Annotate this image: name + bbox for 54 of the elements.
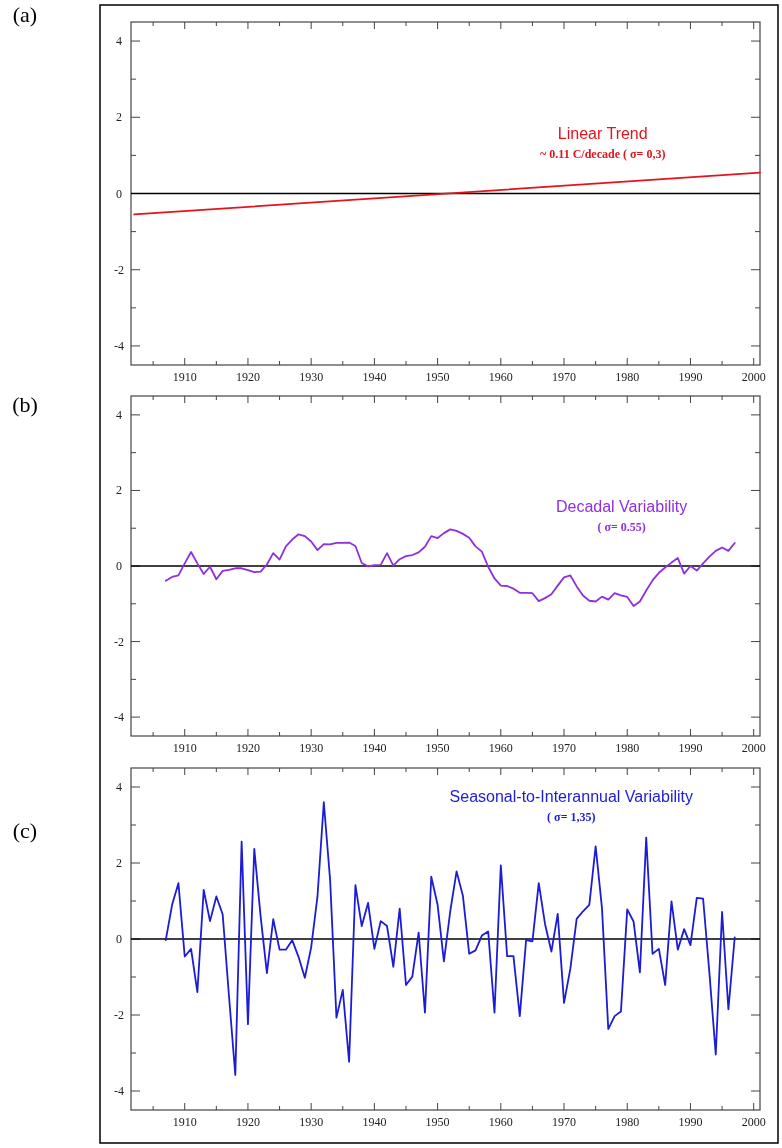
x-tick-label: 1950 <box>425 370 450 384</box>
x-tick-label: 1910 <box>172 370 197 384</box>
x-tick-label: 1980 <box>615 741 640 755</box>
annotation: ~ 0.11 C/decade ( σ= 0,3) <box>540 146 666 161</box>
y-tick-label: 4 <box>116 34 122 49</box>
y-tick-label: -2 <box>114 262 124 277</box>
y-tick-label: 0 <box>116 186 122 201</box>
y-tick-label: -2 <box>114 634 124 649</box>
x-tick-label: 1920 <box>235 1115 260 1129</box>
x-tick-label: 1950 <box>425 1115 450 1129</box>
x-tick-label: 1930 <box>299 370 324 384</box>
annotation: ( σ= 1,35) <box>547 810 596 825</box>
x-tick-label: 1920 <box>235 370 260 384</box>
x-tick-label: 1930 <box>299 741 324 755</box>
x-tick-label: 1960 <box>488 1115 513 1129</box>
x-tick-label: 1980 <box>615 370 640 384</box>
x-tick-label: 1940 <box>362 370 387 384</box>
y-tick-label: 0 <box>116 932 122 946</box>
y-tick-label: 0 <box>116 559 122 573</box>
x-tick-label: 1970 <box>552 741 577 755</box>
y-tick-label: 2 <box>116 483 122 498</box>
y-tick-label: 2 <box>116 856 122 870</box>
x-tick-label: 1980 <box>615 1115 640 1129</box>
x-tick-label: 1960 <box>488 741 513 755</box>
text: Linear Trend <box>557 124 648 142</box>
x-tick-label: 1970 <box>552 1115 577 1129</box>
text: Decadal Variability <box>555 497 688 515</box>
chart-title: (b) <box>12 392 38 417</box>
y-tick-label: 4 <box>116 407 122 422</box>
y-tick-label: 2 <box>116 110 122 125</box>
x-tick-label: 1990 <box>678 741 703 755</box>
x-tick-label: 1970 <box>552 370 577 384</box>
x-tick-label: 1960 <box>488 370 513 384</box>
chart-title: (a) <box>12 2 38 27</box>
text: (c) <box>12 818 38 843</box>
x-tick-label: 1910 <box>172 741 197 755</box>
x-tick-label: 1930 <box>299 1115 324 1129</box>
x-tick-label: 1920 <box>235 741 260 755</box>
x-tick-label: 2000 <box>741 1115 766 1129</box>
y-tick-label: -4 <box>114 338 124 353</box>
x-tick-label: 2000 <box>741 741 766 755</box>
text: Seasonal-to-Interannual Variability <box>449 788 693 806</box>
x-tick-label: 2000 <box>741 370 766 384</box>
y-tick-label: -2 <box>114 1008 124 1022</box>
x-tick-label: 1910 <box>172 1115 197 1129</box>
y-tick-label: -4 <box>114 710 124 725</box>
x-tick-label: 1950 <box>425 741 450 755</box>
annotation: ( σ= 0.55) <box>597 519 646 534</box>
x-tick-label: 1940 <box>362 1115 387 1129</box>
y-tick-label: 4 <box>116 780 122 794</box>
x-tick-label: 1990 <box>678 370 703 384</box>
y-tick-label: -4 <box>114 1084 124 1098</box>
x-tick-label: 1940 <box>362 741 387 755</box>
x-tick-label: 1990 <box>678 1115 703 1129</box>
